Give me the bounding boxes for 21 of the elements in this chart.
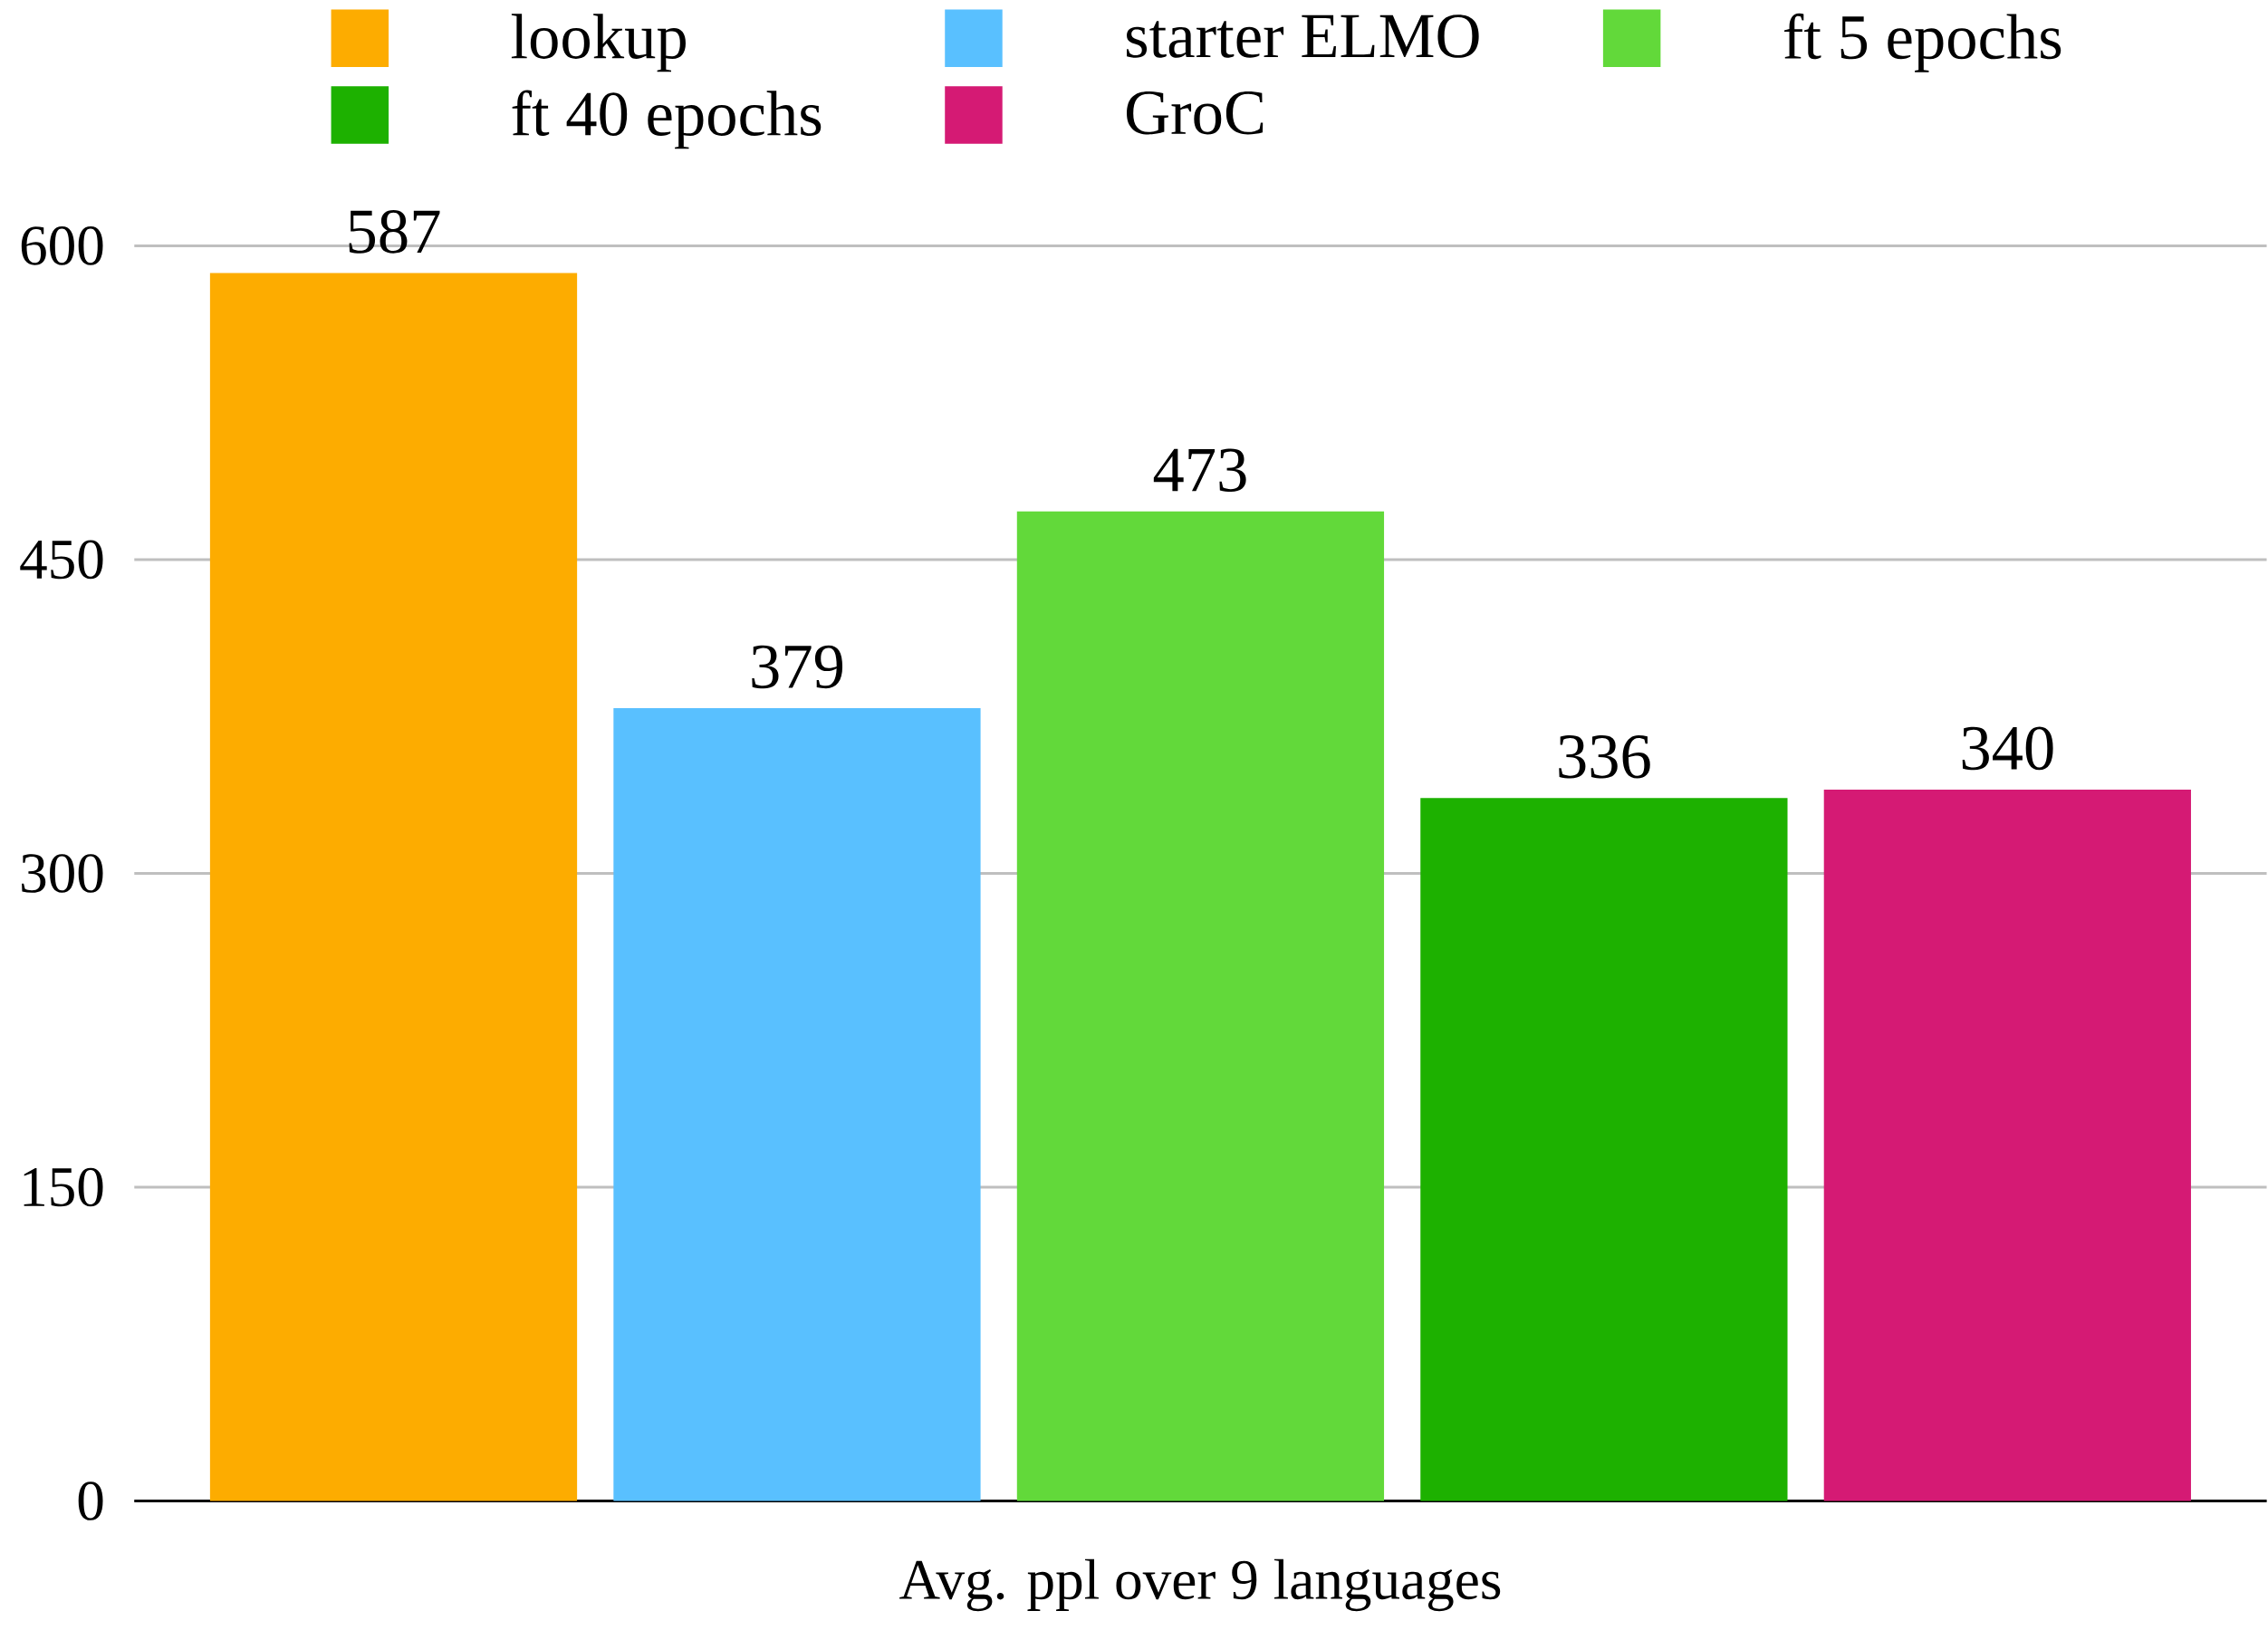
data-label: 340	[1962, 726, 2053, 771]
bar	[1420, 798, 1788, 1501]
legend-label: lookup	[511, 14, 686, 72]
y-tick-label: 600	[21, 225, 103, 265]
legend-label: ft 5 epochs	[1783, 13, 2061, 72]
data-label: 473	[1153, 448, 1246, 492]
legend-label: starter ELMO	[1127, 14, 1479, 58]
bar	[1016, 511, 1385, 1501]
y-tick-label: 450	[20, 540, 103, 580]
y-tick-label: 300	[22, 854, 103, 893]
x-tick-label: Avg. ppl over 9 languages	[899, 1558, 1501, 1612]
data-label: 379	[752, 645, 843, 689]
bar	[209, 273, 578, 1501]
data-label: 587	[349, 209, 440, 254]
y-tick-label: 150	[24, 1167, 103, 1207]
y-tick-label: 0	[78, 1481, 103, 1520]
legend-label: GroC	[1127, 91, 1264, 135]
legend-label: ft 40 epochs	[512, 90, 822, 149]
data-label: 336	[1559, 734, 1650, 779]
bar	[1823, 789, 2191, 1501]
bar	[613, 707, 981, 1501]
